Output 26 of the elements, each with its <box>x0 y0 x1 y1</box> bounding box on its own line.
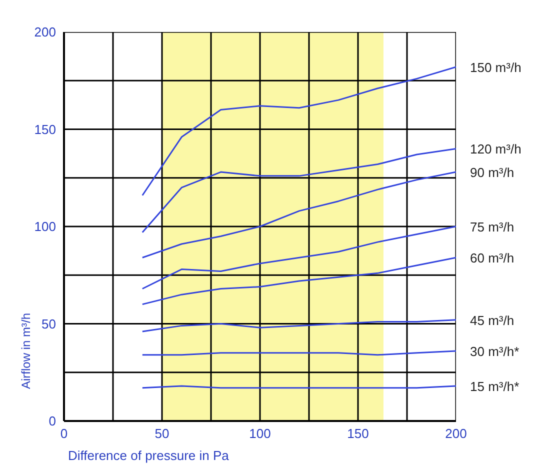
y-tick-label: 0 <box>48 414 56 429</box>
line-series <box>142 148 456 234</box>
x-tick-label: 150 <box>347 426 369 442</box>
series-label: 15 m³/h* <box>470 378 520 394</box>
line-series <box>142 256 456 306</box>
line-series <box>142 319 456 332</box>
y-tick-label: 150 <box>34 122 56 137</box>
series-label: 90 m³/h <box>470 165 514 180</box>
series-label: 45 m³/h <box>470 312 514 328</box>
y-tick-label: 200 <box>34 24 56 40</box>
x-tick-label: 50 <box>154 426 170 442</box>
x-tick-label: 0 <box>60 426 68 442</box>
series-label: 150 m³/h <box>470 60 522 76</box>
line-series <box>142 66 456 196</box>
y-tick-label: 100 <box>34 219 56 234</box>
x-tick-label: 100 <box>249 426 271 442</box>
y-tick-label: 50 <box>42 316 56 332</box>
series-label: 60 m³/h <box>470 250 514 266</box>
series-label: 120 m³/h <box>470 142 522 157</box>
series-label: 30 m³/h* <box>470 344 520 359</box>
line-series <box>142 226 456 290</box>
line-series <box>142 171 456 258</box>
series-label: 75 m³/h <box>470 220 514 234</box>
x-axis-title: Difference of pressure in Pa <box>68 448 230 463</box>
y-axis-title: Airflow in m³/h <box>19 312 33 389</box>
x-tick-label: 200 <box>445 426 467 442</box>
